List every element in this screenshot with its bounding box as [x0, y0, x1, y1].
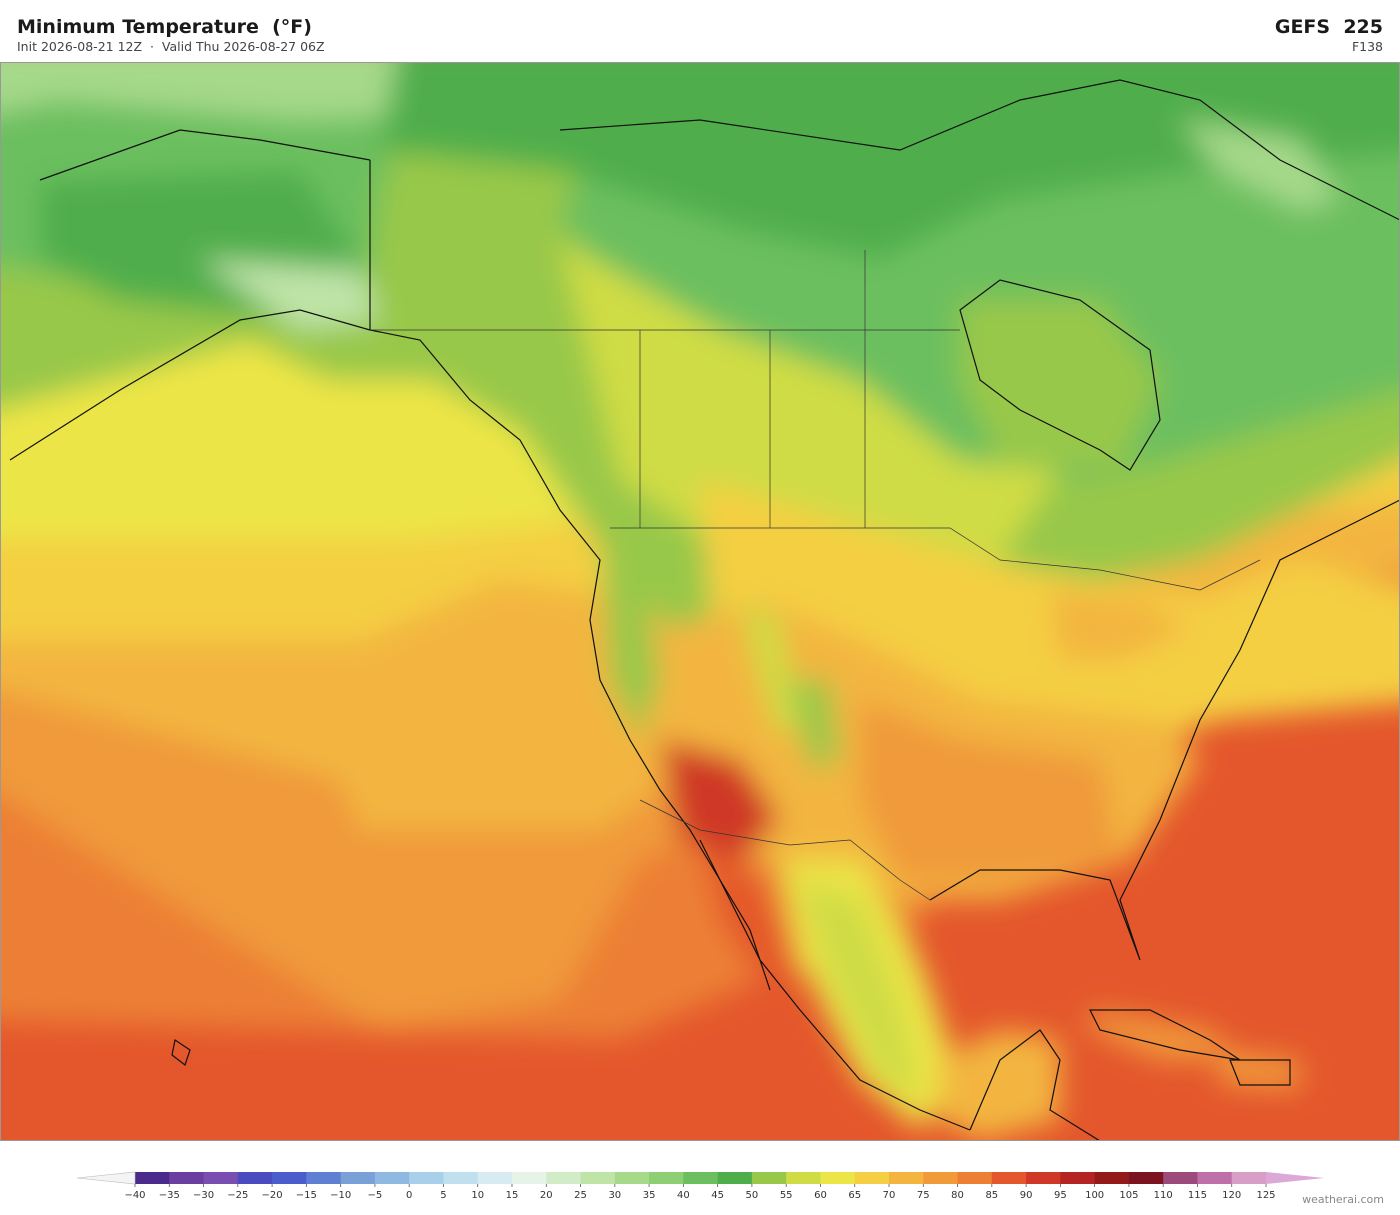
colorbar-bin: [820, 1172, 856, 1184]
colorbar-bin: [1026, 1172, 1061, 1184]
colorbar-bin: [546, 1172, 582, 1184]
colorbar-bin: [340, 1172, 376, 1184]
colorbar-tick-label: 60: [814, 1190, 827, 1200]
colorbar-tick-label: 70: [883, 1190, 896, 1200]
colorbar-extend-high: [1266, 1172, 1324, 1184]
colorbar-bin: [1060, 1172, 1096, 1184]
colorbar-tick-label: −35: [159, 1190, 180, 1200]
colorbar-bin: [1231, 1172, 1267, 1184]
colorbar: −40 −35 −30 −25 −20 −15 −10 −5 0 5 10 15 20 25 30 35 40 4…: [76, 1171, 1324, 1200]
colorbar-tick-label: 50: [746, 1190, 759, 1200]
map-title: Minimum Temperature (°F): [17, 16, 312, 38]
colorbar-bin: [1128, 1172, 1164, 1184]
colorbar-tick-label: 115: [1188, 1190, 1207, 1200]
colorbar-bin: [443, 1172, 479, 1184]
colorbar-tick-label: −40: [124, 1190, 145, 1200]
colorbar-tick-label: 15: [506, 1190, 519, 1200]
colorbar-bin: [580, 1172, 616, 1184]
colorbar-bin: [306, 1172, 342, 1184]
colorbar-tick-label: 0: [406, 1190, 412, 1200]
colorbar-tick-label: 10: [471, 1190, 484, 1200]
map: [0, 62, 1400, 1141]
colorbar-bin: [1094, 1172, 1130, 1184]
colorbar-bin: [272, 1172, 307, 1184]
colorbar-bin: [135, 1172, 170, 1184]
colorbar-bin: [614, 1172, 650, 1184]
colorbar-bin: [923, 1172, 959, 1184]
colorbar-tick-label: 85: [985, 1190, 998, 1200]
colorbar-bin: [203, 1172, 239, 1184]
colorbar-bin: [889, 1172, 924, 1184]
colorbar-tick-label: 20: [540, 1190, 553, 1200]
colorbar-tick-label: −30: [193, 1190, 214, 1200]
colorbar-bin: [991, 1172, 1027, 1184]
colorbar-tick-label: 55: [780, 1190, 793, 1200]
colorbar-bin: [169, 1172, 205, 1184]
colorbar-tick-label: 125: [1256, 1190, 1275, 1200]
colorbar-tick-label: 5: [440, 1190, 446, 1200]
colorbar-bin: [786, 1172, 821, 1184]
colorbar-tick-label: 45: [711, 1190, 724, 1200]
colorbar-bin: [512, 1172, 547, 1184]
border: [370, 250, 1261, 901]
map-subtitle: Init 2026-08-21 12Z · Valid Thu 2026-08-…: [17, 39, 325, 54]
colorbar-tick-label: 25: [574, 1190, 587, 1200]
colorbar-tick-label: 75: [917, 1190, 930, 1200]
colorbar-bin: [751, 1172, 787, 1184]
colorbar-tick-label: −20: [262, 1190, 283, 1200]
colorbar-tick-label: 30: [608, 1190, 621, 1200]
colorbar-bin: [683, 1172, 719, 1184]
colorbar-bin: [477, 1172, 513, 1184]
colorbar-bin: [374, 1172, 410, 1184]
colorbar-tick-label: −25: [227, 1190, 248, 1200]
colorbar-bin: [1163, 1172, 1198, 1184]
coastline: [9, 79, 1400, 1141]
colorbar-tick-label: 80: [951, 1190, 964, 1200]
colorbar-bin: [854, 1172, 890, 1184]
colorbar-tick-label: 105: [1119, 1190, 1138, 1200]
colorbar-tick-label: 110: [1154, 1190, 1173, 1200]
colorbar-tick-label: −10: [330, 1190, 351, 1200]
colorbar-bin: [237, 1172, 273, 1184]
colorbar-bin: [409, 1172, 444, 1184]
colorbar-tick-label: −5: [368, 1190, 383, 1200]
colorbar-tick-label: 35: [643, 1190, 656, 1200]
colorbar-bin: [717, 1172, 753, 1184]
colorbar-bin: [649, 1172, 684, 1184]
model-name: GEFS 225: [1274, 16, 1383, 38]
watermark: weatherai.com: [1302, 1193, 1384, 1206]
colorbar-tick-label: 100: [1085, 1190, 1104, 1200]
colorbar-tick-label: 40: [677, 1190, 690, 1200]
colorbar-bin: [957, 1172, 993, 1184]
forecast-hour: F138: [1351, 39, 1383, 54]
colorbar-tick-label: 90: [1020, 1190, 1033, 1200]
colorbar-bin: [1197, 1172, 1233, 1184]
temperature-field: [0, 62, 1400, 1141]
colorbar-tick-label: 65: [848, 1190, 861, 1200]
colorbar-tick-label: 120: [1222, 1190, 1241, 1200]
colorbar-tick-label: 95: [1054, 1190, 1067, 1200]
colorbar-extend-low: [76, 1171, 136, 1185]
colorbar-tick-label: −15: [296, 1190, 317, 1200]
